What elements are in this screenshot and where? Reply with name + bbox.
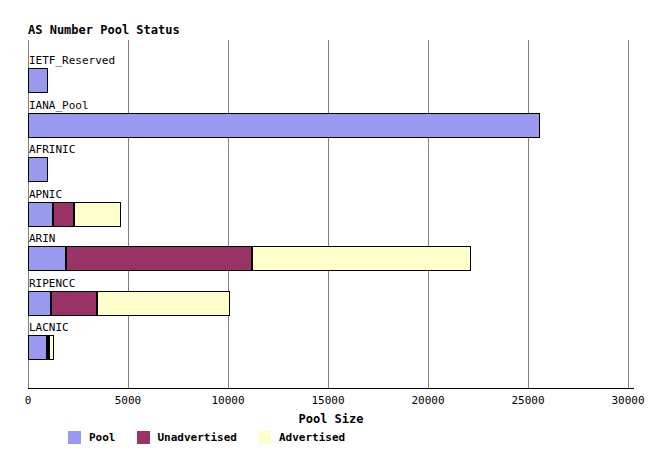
bar-row xyxy=(28,157,48,182)
legend-swatch-pool xyxy=(68,431,81,444)
chart-title: AS Number Pool Status xyxy=(28,23,180,37)
gridline xyxy=(628,40,629,388)
bar-row xyxy=(28,335,54,360)
bar-segment-pool xyxy=(28,335,47,360)
category-label: AFRINIC xyxy=(29,143,75,156)
x-tick-label: 30000 xyxy=(611,394,644,407)
bar-segment-pool xyxy=(28,68,48,93)
bar-segment-pool xyxy=(28,157,48,182)
x-axis-label: Pool Size xyxy=(298,412,363,426)
legend: Pool Unadvertised Advertised xyxy=(68,431,366,444)
x-tick-label: 5000 xyxy=(115,394,142,407)
bar-segment-unadvertised xyxy=(53,202,74,227)
legend-swatch-unadvertised xyxy=(137,431,150,444)
bar-segment-pool xyxy=(28,246,66,271)
bar-segment-unadvertised xyxy=(66,246,252,271)
bar-row xyxy=(28,113,540,138)
x-tick-label: 25000 xyxy=(511,394,544,407)
as-number-pool-status-chart: AS Number Pool Status IETF_Reserved IANA_… xyxy=(0,0,666,468)
x-tick-label: 0 xyxy=(25,394,32,407)
bar-segment-pool xyxy=(28,113,540,138)
bar-segment-advertised xyxy=(97,291,230,316)
bar-segment-advertised xyxy=(252,246,471,271)
legend-item: Advertised xyxy=(258,431,345,444)
gridline xyxy=(528,40,529,388)
category-label: RIPENCC xyxy=(29,277,75,290)
x-tick-label: 20000 xyxy=(411,394,444,407)
bar-segment-advertised xyxy=(49,335,54,360)
category-label: IANA_Pool xyxy=(29,99,89,112)
x-tick-label: 15000 xyxy=(311,394,344,407)
bar-segment-unadvertised xyxy=(51,291,97,316)
gridline xyxy=(328,40,329,388)
bar-segment-pool xyxy=(28,202,53,227)
bar-segment-advertised xyxy=(74,202,121,227)
gridline xyxy=(128,40,129,388)
legend-item: Unadvertised xyxy=(137,431,237,444)
bar-row xyxy=(28,291,230,316)
x-axis-line xyxy=(28,388,634,389)
legend-item: Pool xyxy=(68,431,116,444)
legend-swatch-advertised xyxy=(258,431,271,444)
legend-label: Advertised xyxy=(279,431,345,444)
category-label: ARIN xyxy=(29,232,56,245)
gridline xyxy=(428,40,429,388)
legend-label: Pool xyxy=(89,431,116,444)
bar-row xyxy=(28,246,471,271)
bar-row xyxy=(28,202,121,227)
category-label: LACNIC xyxy=(29,321,69,334)
x-tick-label: 10000 xyxy=(211,394,244,407)
bar-segment-pool xyxy=(28,291,51,316)
category-label: IETF_Reserved xyxy=(29,54,115,67)
category-label: APNIC xyxy=(29,188,62,201)
gridline xyxy=(228,40,229,388)
bar-row xyxy=(28,68,48,93)
legend-label: Unadvertised xyxy=(158,431,237,444)
